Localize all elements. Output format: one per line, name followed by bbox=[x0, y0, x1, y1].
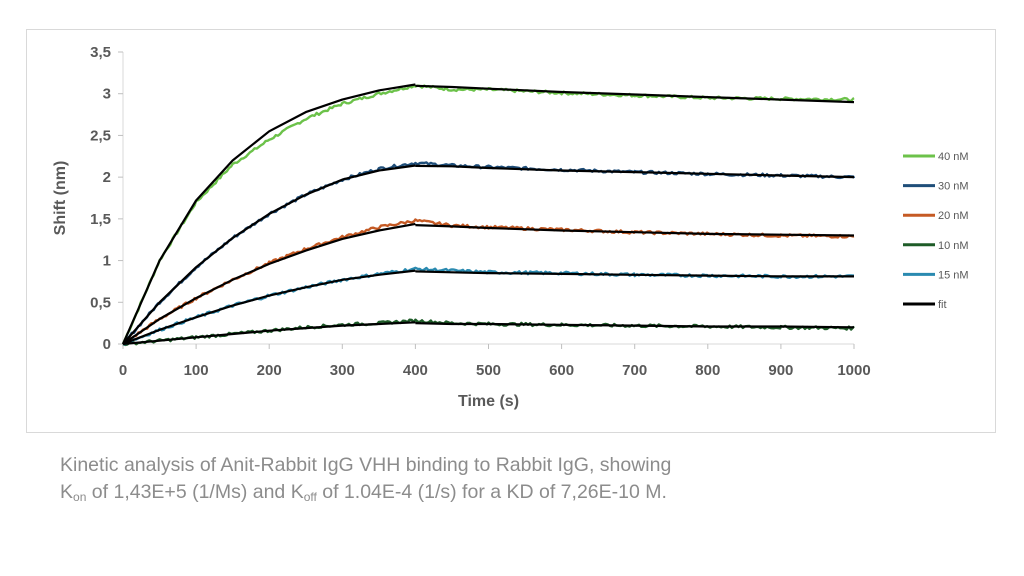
caption-kon-text: of 1,43E+5 (1/Ms) and K bbox=[86, 481, 304, 503]
x-tick-label: 800 bbox=[695, 362, 720, 379]
caption-line-2: Kon of 1,43E+5 (1/Ms) and Koff of 1.04E-… bbox=[60, 479, 960, 506]
kinetics-chart: 0 0,5 1 1,5 2 2,5 3 3,5 0 100 200 300 400 500 600 700 80… bbox=[52, 44, 969, 410]
legend-label: 15 nM bbox=[938, 269, 969, 281]
caption-k-on: K bbox=[60, 481, 74, 503]
series-line-30-nm bbox=[121, 161, 856, 345]
y-tick-label: 2 bbox=[103, 169, 111, 186]
x-tick-label: 200 bbox=[257, 362, 282, 379]
x-tick-label: 600 bbox=[549, 362, 574, 379]
x-tick-label: 300 bbox=[330, 362, 355, 379]
y-tick-label: 3 bbox=[103, 86, 111, 103]
chart-frame: 0 0,5 1 1,5 2 2,5 3 3,5 0 100 200 300 400 500 600 700 80… bbox=[26, 29, 996, 433]
caption-line-1: Kinetic analysis of Anit-Rabbit IgG VHH … bbox=[60, 454, 672, 476]
fit-curve-association bbox=[122, 321, 416, 346]
fit-curve-association bbox=[121, 83, 416, 345]
fit-curve-dissociation bbox=[415, 270, 854, 278]
fit-curve-dissociation bbox=[415, 322, 855, 329]
x-tick-label: 100 bbox=[184, 362, 209, 379]
y-tick-label: 1,5 bbox=[90, 211, 111, 228]
x-tick-label: 500 bbox=[476, 362, 501, 379]
caption-rest-text: of 1.04E-4 (1/s) for a KD of 7,26E-10 M. bbox=[316, 481, 667, 503]
caption-on-subscript: on bbox=[73, 490, 87, 504]
y-tick-label: 3,5 bbox=[90, 44, 111, 61]
legend-label: 10 nM bbox=[938, 240, 969, 252]
x-axis-title: Time (s) bbox=[458, 393, 519, 410]
x-tick-label: 1000 bbox=[837, 362, 870, 379]
y-tick-label: 1 bbox=[103, 253, 111, 270]
fit-curve-dissociation bbox=[415, 224, 855, 237]
x-tick-label: 0 bbox=[119, 362, 127, 379]
x-tick-label: 900 bbox=[768, 362, 793, 379]
figure-caption: Kinetic analysis of Anit-Rabbit IgG VHH … bbox=[60, 452, 960, 506]
fit-curve-association bbox=[122, 269, 416, 346]
y-tick-label: 0,5 bbox=[90, 294, 111, 311]
fit-curve-association bbox=[122, 222, 416, 345]
legend-label: 20 nM bbox=[938, 210, 969, 222]
caption-off-subscript: off bbox=[303, 490, 317, 504]
fit-curve-dissociation bbox=[415, 164, 855, 179]
legend-label: fit bbox=[938, 299, 947, 311]
x-tick-label: 700 bbox=[622, 362, 647, 379]
x-tick-label: 400 bbox=[403, 362, 428, 379]
y-axis-title: Shift (nm) bbox=[52, 161, 69, 236]
legend-label: 30 nM bbox=[938, 181, 969, 193]
fit-curve-association bbox=[122, 164, 416, 345]
legend-label: 40 nM bbox=[938, 151, 969, 163]
y-tick-label: 0 bbox=[103, 336, 111, 353]
y-tick-label: 2,5 bbox=[90, 127, 111, 144]
fit-curve-dissociation bbox=[415, 84, 855, 104]
